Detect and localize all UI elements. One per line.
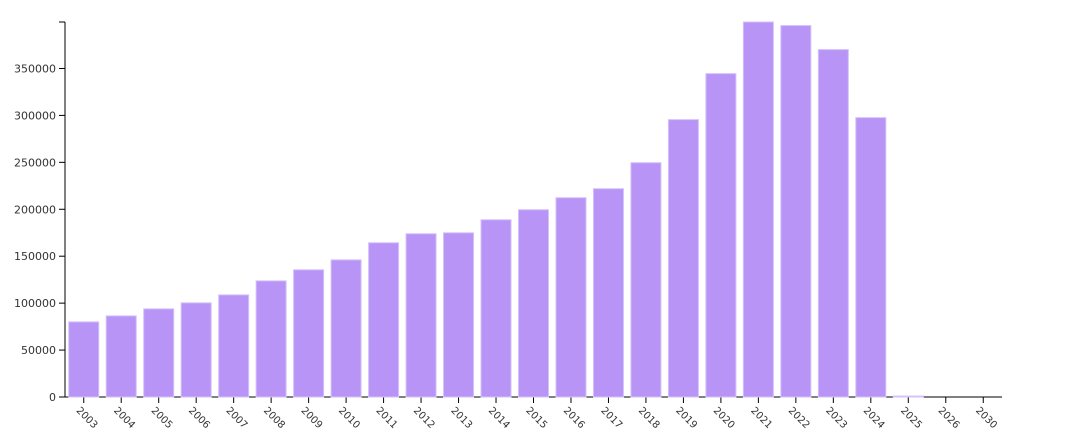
bar xyxy=(68,321,100,398)
bar xyxy=(817,49,849,398)
bar xyxy=(143,308,175,398)
x-tick-label: 2007 xyxy=(224,405,250,431)
bar xyxy=(630,162,662,398)
x-tick-label: 2014 xyxy=(486,405,512,431)
x-tick-label: 2006 xyxy=(186,405,212,431)
bar xyxy=(705,73,737,398)
bar xyxy=(518,209,549,398)
bar xyxy=(555,197,587,398)
y-tick-label: 300000 xyxy=(14,109,56,122)
y-tick-label: 200000 xyxy=(14,203,56,216)
y-tick-label: 100000 xyxy=(14,297,56,310)
bar xyxy=(293,269,325,398)
x-tick-label: 2023 xyxy=(823,405,849,431)
x-tick-label: 2004 xyxy=(111,405,137,431)
bar xyxy=(405,233,437,398)
y-tick-label: 50000 xyxy=(21,344,56,357)
y-tick-label: 0 xyxy=(49,391,56,404)
y-tick-label: 150000 xyxy=(14,250,56,263)
bar xyxy=(368,242,400,398)
bar xyxy=(180,302,212,398)
x-tick-label: 2025 xyxy=(898,405,924,431)
x-tick-label: 2018 xyxy=(636,405,662,431)
x-tick-label: 2021 xyxy=(748,405,774,431)
bar xyxy=(330,259,362,398)
bar xyxy=(105,315,137,398)
x-tick-label: 2010 xyxy=(336,405,362,431)
x-tick-label: 2019 xyxy=(673,405,699,431)
bar xyxy=(592,188,624,398)
x-tick-label: 2011 xyxy=(373,405,399,431)
x-tick-label: 2008 xyxy=(261,405,287,431)
x-tick-label: 2013 xyxy=(448,405,474,431)
x-tick-label: 2030 xyxy=(973,405,999,431)
bar xyxy=(667,119,699,398)
x-tick-label: 2012 xyxy=(411,405,437,431)
y-tick-label: 250000 xyxy=(14,156,56,169)
bar xyxy=(855,117,887,398)
bar xyxy=(742,21,774,398)
bar xyxy=(218,294,250,398)
bar xyxy=(892,395,924,398)
x-tick-label: 2005 xyxy=(149,405,175,431)
x-tick-label: 2016 xyxy=(561,405,587,431)
x-tick-label: 2024 xyxy=(861,405,887,431)
x-tick-label: 2015 xyxy=(523,405,549,431)
x-tick-label: 2003 xyxy=(74,405,100,431)
x-tick-label: 2020 xyxy=(711,405,737,431)
bar xyxy=(443,232,475,398)
x-tick-label: 2009 xyxy=(298,405,324,431)
x-tick-label: 2022 xyxy=(786,405,812,431)
bar xyxy=(780,25,812,398)
bar xyxy=(480,219,512,398)
bar xyxy=(255,280,287,398)
x-tick-label: 2026 xyxy=(936,405,962,431)
x-tick-label: 2017 xyxy=(598,405,624,431)
y-tick-label: 350000 xyxy=(14,62,56,75)
